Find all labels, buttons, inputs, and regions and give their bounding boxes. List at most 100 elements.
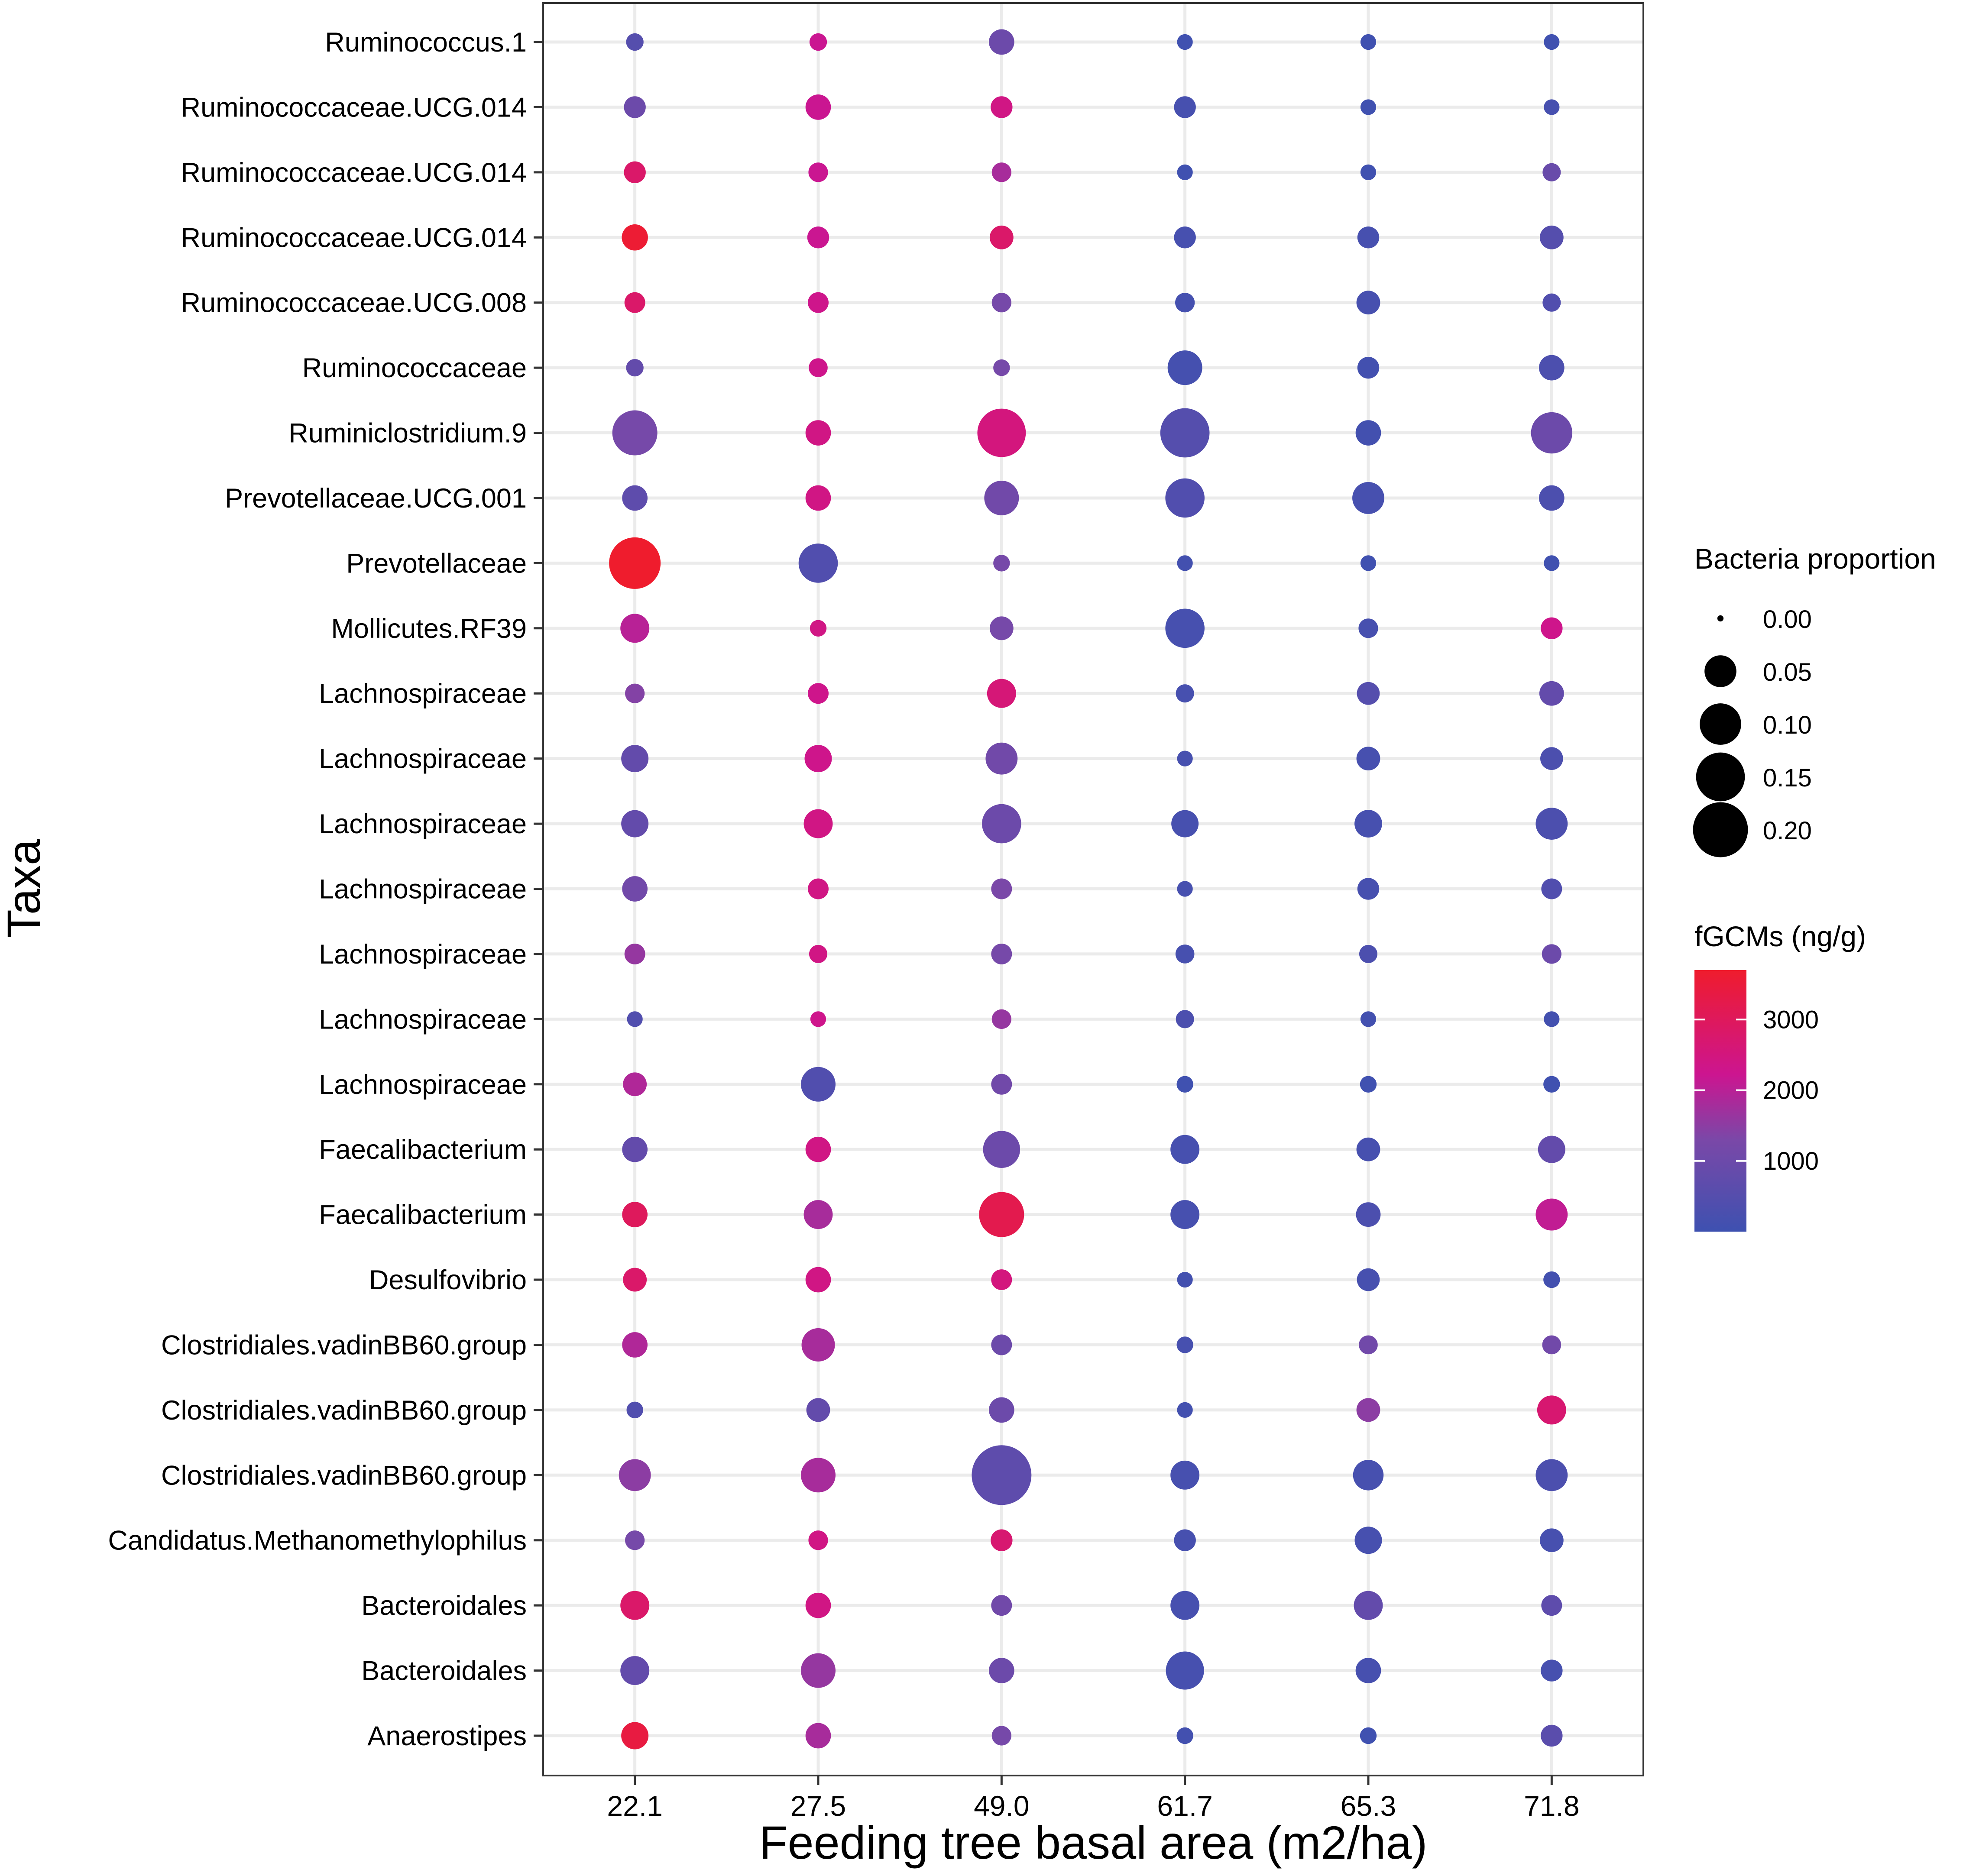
data-point [982,804,1021,844]
data-point [987,679,1016,708]
data-point [1542,163,1561,181]
data-point [1357,356,1380,379]
data-point [623,1268,647,1292]
y-tick-label: Lachnospiraceae [319,939,527,970]
data-point [1544,1011,1560,1027]
data-point [805,1592,831,1618]
y-tick-label: Lachnospiraceae [319,744,527,774]
data-point [1177,164,1193,180]
data-point [805,485,831,511]
data-point [1535,1459,1568,1491]
data-point [1360,1076,1377,1093]
data-point [609,537,661,589]
y-tick-label: Clostridiales.vadinBB60.group [161,1395,527,1426]
data-point [1160,408,1210,458]
data-point [991,878,1012,899]
data-point [989,225,1014,249]
y-tick-label: Ruminococcaceae.UCG.008 [181,288,527,318]
y-tick-label: Clostridiales.vadinBB60.group [161,1330,527,1360]
data-point [1539,225,1564,249]
data-point [972,1445,1032,1505]
data-point [1544,555,1560,571]
data-point [991,1595,1012,1616]
data-point [804,745,832,773]
data-point [619,1459,651,1491]
data-point [991,293,1011,313]
data-point [1357,226,1380,249]
y-tick-label: Bacteroidales [361,1656,527,1686]
data-point [1356,1202,1381,1227]
y-tick-label: Ruminococcus.1 [325,27,527,58]
data-point [1541,1724,1563,1747]
data-point [801,1653,836,1688]
data-point [624,292,645,313]
x-tick-label: 22.1 [607,1790,662,1822]
y-tick-label: Lachnospiraceae [319,679,527,709]
data-point [624,943,645,964]
y-tick-label: Bacteroidales [361,1591,527,1621]
data-point [1176,684,1194,703]
data-point [1356,747,1380,771]
y-tick-label: Ruminococcaceae.UCG.014 [181,158,527,188]
data-point [1360,1727,1377,1744]
data-point [810,620,827,637]
data-point [624,96,646,118]
y-tick-label: Ruminococcaceae [302,353,527,383]
data-point [625,683,645,703]
data-point [808,683,829,704]
data-point [991,1074,1012,1095]
data-point [1356,1137,1380,1161]
data-point [803,1200,833,1229]
data-point [1544,99,1560,115]
data-point [621,1722,649,1750]
data-point [1355,420,1381,446]
data-point [621,745,649,773]
y-tick-label: Prevotellaceae.UCG.001 [225,483,527,514]
data-point [991,162,1011,182]
data-point [1543,1271,1560,1288]
data-point [1174,96,1196,118]
data-point [1176,1010,1194,1029]
y-tick-label: Anaerostipes [367,1721,527,1751]
data-point [1541,1659,1563,1682]
data-point [801,1067,836,1102]
data-point [1170,1460,1200,1490]
data-point [1177,1402,1193,1418]
data-point [1353,1460,1384,1491]
data-point [1165,478,1205,518]
y-tick-label: Ruminiclostridium.9 [288,418,527,449]
data-point [1165,608,1205,648]
data-point [806,1398,830,1422]
data-point [1166,1651,1204,1690]
data-point [1354,810,1382,838]
data-point [988,29,1014,55]
data-point [989,616,1014,640]
size-legend-key [1696,752,1745,802]
data-point [977,408,1026,457]
data-point [1360,34,1377,50]
y-tick-label: Lachnospiraceae [319,1004,527,1035]
data-point [1359,1335,1378,1355]
color-legend-title: fGCMs (ng/g) [1694,920,1866,952]
data-point [1359,944,1378,963]
data-point [1358,618,1378,638]
data-point [625,1530,645,1550]
data-point [1531,412,1573,454]
y-tick-label: Lachnospiraceae [319,874,527,905]
data-point [627,1011,643,1027]
data-point [626,33,644,51]
data-point [1538,1135,1565,1163]
data-point [1539,485,1565,511]
data-point [805,94,831,120]
y-tick-label: Mollicutes.RF39 [331,614,527,644]
data-point [993,359,1010,376]
size-legend-key [1717,615,1724,622]
data-point [620,1591,650,1620]
size-legend-label: 0.15 [1763,764,1812,792]
data-point [1175,944,1195,964]
data-point [1541,878,1562,899]
data-point [1174,1529,1196,1551]
data-point [1535,808,1568,840]
data-point [622,485,648,511]
